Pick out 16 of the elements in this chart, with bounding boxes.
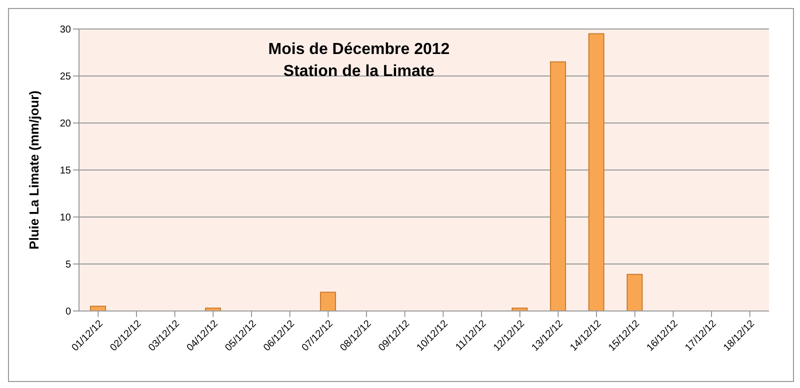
- bar: [512, 308, 528, 311]
- bar: [550, 61, 566, 311]
- y-tick-label: 5: [65, 260, 72, 271]
- bar: [205, 308, 221, 311]
- bar: [320, 292, 336, 311]
- y-tick-label: 20: [60, 118, 72, 130]
- y-axis-title: Pluie La Limate (mm/jour): [26, 90, 42, 250]
- y-tick-label: 0: [65, 306, 72, 318]
- y-tick-label: 15: [60, 166, 72, 177]
- y-tick-label: 10: [60, 212, 72, 224]
- y-tick-label: 25: [60, 72, 72, 83]
- text: Mois de Décembre 2012: [267, 40, 451, 60]
- text: Station de la Limate: [282, 62, 436, 82]
- y-tick-label: 30: [60, 24, 72, 36]
- bar: [626, 274, 643, 311]
- bar: [588, 33, 604, 311]
